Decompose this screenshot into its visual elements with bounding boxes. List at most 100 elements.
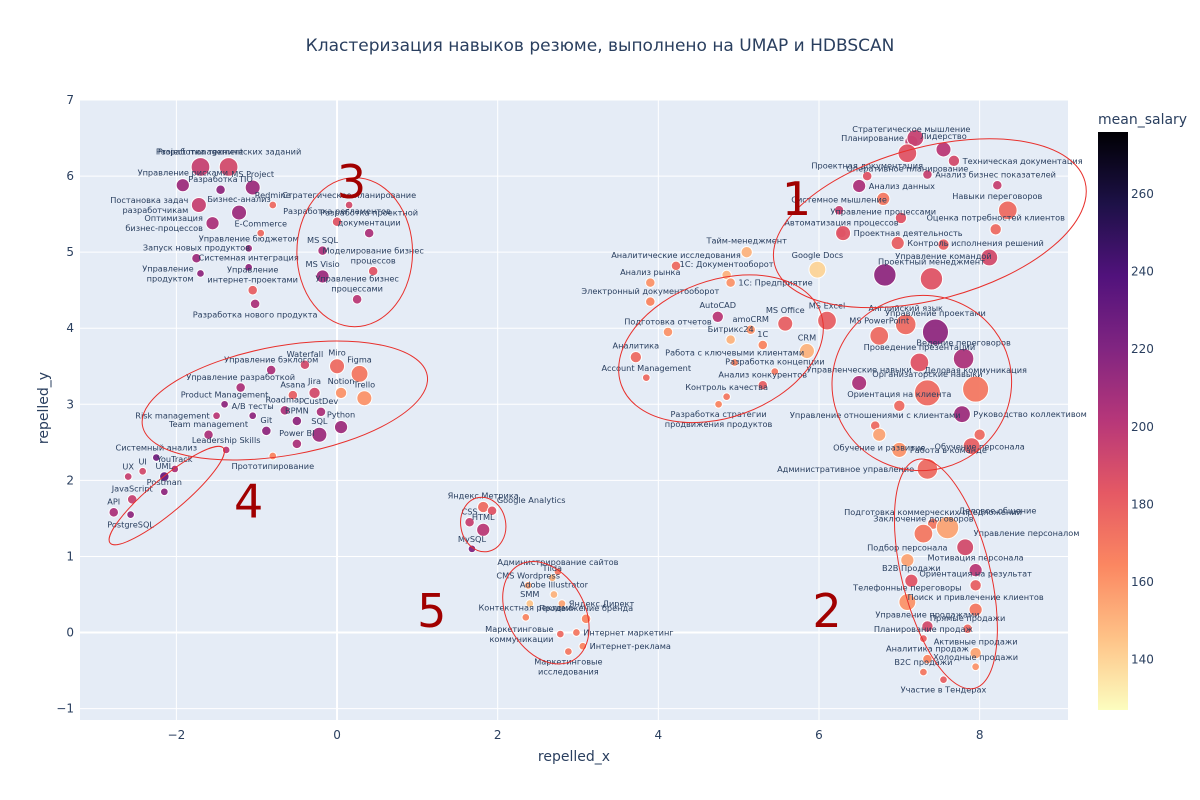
point-label-line: продвижения продуктов bbox=[665, 419, 773, 429]
colorbar-gradient-bar bbox=[1098, 132, 1128, 710]
scatter-point bbox=[777, 315, 794, 332]
scatter-point bbox=[367, 265, 379, 277]
point-label: Навыки переговоров bbox=[952, 191, 1042, 201]
scatter-point bbox=[138, 466, 147, 476]
scatter-point bbox=[191, 252, 202, 264]
point-label: Управление бюджетом bbox=[199, 234, 299, 244]
y-tick-label: 3 bbox=[66, 397, 74, 411]
scatter-point bbox=[937, 238, 950, 251]
scatter-point bbox=[770, 367, 780, 376]
point-label: Roadmap bbox=[265, 395, 304, 405]
point-label: Управление отношениями с клиентами bbox=[790, 410, 961, 420]
scatter-point bbox=[126, 510, 135, 519]
point-label: Power BI bbox=[279, 428, 314, 438]
point-label: CMS Wordpress bbox=[496, 571, 560, 581]
cluster-number: 3 bbox=[337, 155, 366, 209]
scatter-point bbox=[900, 553, 915, 568]
scatter-point bbox=[935, 141, 952, 158]
point-label: Аналитические исследования bbox=[611, 250, 741, 260]
scatter-point bbox=[922, 169, 933, 180]
point-label: A/B тесты bbox=[232, 401, 274, 411]
scatter-point bbox=[523, 581, 533, 590]
point-label: Google Analytics bbox=[497, 495, 566, 505]
x-tick-label: −2 bbox=[168, 728, 186, 742]
point-label: Asana bbox=[280, 379, 305, 389]
point-label: Обучение и развитие bbox=[833, 442, 925, 452]
scatter-point bbox=[205, 216, 220, 231]
point-label-line: Маркетинговые bbox=[485, 624, 553, 634]
scatter-point bbox=[256, 228, 266, 238]
scatter-point bbox=[894, 211, 908, 225]
point-label: Обучение персонала bbox=[935, 441, 1025, 451]
scatter-point bbox=[662, 326, 674, 338]
scatter-point bbox=[247, 284, 258, 296]
point-label-line: Постановка задач bbox=[110, 195, 188, 205]
colorbar-tick-label: 140 bbox=[1131, 653, 1154, 667]
point-label: Тайм-менеджмент bbox=[705, 235, 787, 245]
scatter-point bbox=[315, 269, 330, 284]
scatter-point bbox=[817, 310, 837, 331]
scatter-point bbox=[476, 522, 491, 537]
scatter-point bbox=[331, 216, 343, 227]
point-label: Подготовка отчетов bbox=[624, 316, 712, 326]
scatter-point bbox=[919, 267, 944, 291]
point-label: UX bbox=[122, 462, 134, 472]
y-tick-label: 4 bbox=[66, 321, 74, 335]
scatter-point bbox=[962, 623, 973, 634]
point-label: Работа с ключевыми клиентами bbox=[665, 348, 804, 358]
point-label: MS Office bbox=[766, 305, 805, 315]
scatter-point bbox=[980, 248, 999, 267]
point-label: Управленческие навыки bbox=[807, 364, 912, 374]
y-tick-label: 5 bbox=[66, 245, 74, 259]
scatter-point bbox=[151, 453, 161, 462]
point-label: Анализ данных bbox=[869, 181, 935, 191]
point-label: Figma bbox=[347, 354, 372, 364]
point-label: Управление продажами bbox=[875, 610, 979, 620]
point-label: Деловое общение bbox=[959, 505, 1037, 515]
scatter-point bbox=[873, 263, 897, 287]
point-label: Оптимизация бизнес-процессов bbox=[125, 213, 203, 233]
cluster-number: 4 bbox=[234, 475, 263, 529]
scatter-point bbox=[730, 358, 739, 367]
scatter-point bbox=[557, 599, 567, 608]
point-label: Управление интернет-проектами bbox=[207, 264, 298, 284]
scatter-point bbox=[916, 458, 939, 480]
scatter-point bbox=[344, 200, 354, 210]
point-label: API bbox=[107, 497, 120, 507]
scatter-point bbox=[334, 386, 348, 400]
scatter-point bbox=[248, 411, 258, 421]
scatter-point bbox=[308, 386, 321, 400]
point-label: Моделирование бизнес процессов bbox=[323, 245, 424, 265]
point-label: Анализ рынка bbox=[620, 267, 680, 277]
scatter-point bbox=[108, 507, 119, 518]
point-label: AutoCAD bbox=[699, 300, 736, 310]
scatter-point bbox=[808, 260, 827, 279]
scatter-point bbox=[969, 579, 982, 592]
scatter-point bbox=[268, 451, 278, 461]
scatter-point bbox=[714, 399, 723, 409]
point-label: Оперативное планирование bbox=[846, 164, 968, 174]
scatter-point bbox=[913, 523, 934, 544]
chart-title: Кластеризация навыков резюме, выполнено … bbox=[306, 36, 895, 56]
point-label: Техническая документация bbox=[962, 156, 1083, 166]
point-label: Adobe Illustrator bbox=[520, 580, 589, 590]
scatter-point bbox=[629, 350, 643, 364]
scatter-point bbox=[265, 364, 277, 376]
point-label: Redmine bbox=[255, 190, 291, 200]
scatter-point bbox=[203, 429, 214, 440]
scatter-point bbox=[969, 646, 982, 660]
scatter-point bbox=[956, 538, 975, 557]
point-label: Активные продажи bbox=[934, 636, 1018, 646]
point-label: Запуск новых продуктов bbox=[143, 242, 250, 252]
colorbar-tick-label: 160 bbox=[1131, 575, 1154, 589]
point-label-line: исследования bbox=[538, 666, 599, 676]
point-label: Лидерство bbox=[920, 131, 966, 141]
scatter-point bbox=[126, 494, 138, 505]
scatter-point bbox=[898, 593, 917, 612]
point-label-line: Управление bbox=[142, 263, 193, 273]
point-label: Notion bbox=[328, 376, 355, 386]
scatter-point bbox=[645, 296, 656, 307]
cluster-outline bbox=[893, 458, 998, 690]
point-label: B2B Продажи bbox=[882, 563, 941, 573]
point-label: Git bbox=[260, 415, 273, 425]
